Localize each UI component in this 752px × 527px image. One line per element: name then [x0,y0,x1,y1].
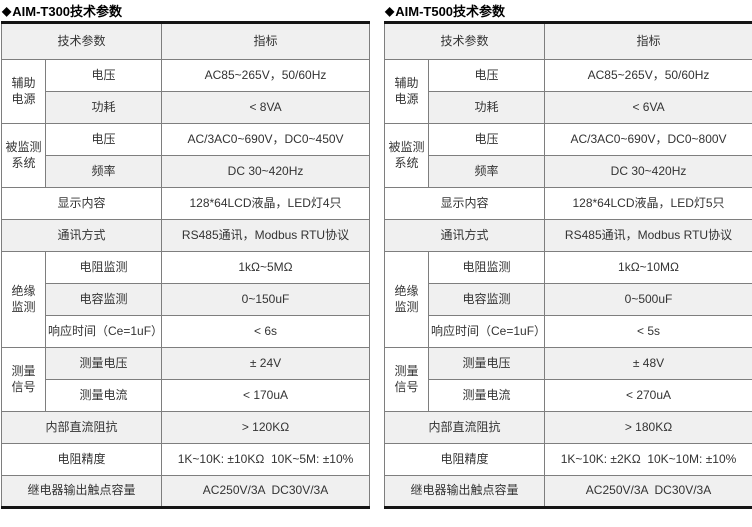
row-value: < 5s [544,315,752,348]
row-label: 电压 [427,59,546,92]
row-value: RS485通讯，Modbus RTU协议 [161,219,371,252]
row-label: 响应时间（Ce=1uF） [427,315,546,348]
row-value: DC 30~420Hz [161,155,371,188]
row-value: DC 30~420Hz [544,155,752,188]
row-value: AC85~265V，50/60Hz [544,59,752,92]
row-label-dc-resistance: 内部直流阻抗 [383,411,546,444]
row-value: < 6VA [544,91,752,124]
spec-table-t300: 技术参数 指标 辅助 电源 电压 AC85~265V，50/60Hz 功耗 < … [0,21,371,509]
row-label: 电阻监测 [44,251,163,284]
diamond-bullet-icon: ◆ [2,3,12,18]
row-value: < 170uA [161,379,371,412]
group-label-aux-power: 辅助 电源 [384,59,429,124]
col-header-value: 指标 [161,22,371,60]
row-label: 电压 [44,59,163,92]
group-label-measurement-signal: 测量 信号 [1,347,46,412]
col-header-value: 指标 [544,22,752,60]
row-value: AC250V/3A DC30V/3A [161,475,371,508]
row-label-dc-resistance: 内部直流阻抗 [0,411,163,444]
row-value: > 180KΩ [544,411,752,444]
row-label-display: 显示内容 [383,187,546,220]
row-value: AC85~265V，50/60Hz [161,59,371,92]
group-label-aux-power: 辅助 电源 [1,59,46,124]
row-label: 功耗 [44,91,163,124]
table-title-t300: ◆ AIM-T300技术参数 [1,0,369,21]
row-label-relay-output: 继电器输出触点容量 [383,475,546,508]
row-value: RS485通讯，Modbus RTU协议 [544,219,752,252]
row-label: 电阻监测 [427,251,546,284]
row-label: 频率 [427,155,546,188]
group-label-measurement-signal: 测量 信号 [384,347,429,412]
row-value: ± 24V [161,347,371,380]
row-label: 电压 [427,123,546,156]
group-label-monitored-system: 被监测 系统 [1,123,46,188]
row-label-display: 显示内容 [0,187,163,220]
row-label: 电压 [44,123,163,156]
row-value: 1K~10K: ±10KΩ 10K~5M: ±10% [161,443,371,476]
row-value: 0~150uF [161,283,371,316]
table-title-text: AIM-T300技术参数 [12,4,123,19]
row-label: 测量电压 [44,347,163,380]
row-value: AC250V/3A DC30V/3A [544,475,752,508]
row-label-resistance-accuracy: 电阻精度 [0,443,163,476]
row-value: 0~500uF [544,283,752,316]
panel-aim-t500: ◆ AIM-T500技术参数 技术参数 指标 辅助 电源 电压 AC85~265… [383,0,752,509]
row-label: 功耗 [427,91,546,124]
row-label: 电容监测 [44,283,163,316]
row-label: 频率 [44,155,163,188]
row-value: > 120KΩ [161,411,371,444]
row-label-communication: 通讯方式 [383,219,546,252]
row-value: AC/3AC0~690V，DC0~450V [161,123,371,156]
row-label: 测量电流 [44,379,163,412]
row-value: < 8VA [161,91,371,124]
col-header-param: 技术参数 [383,22,546,60]
row-value: 1kΩ~10MΩ [544,251,752,284]
spec-table-t500: 技术参数 指标 辅助 电源 电压 AC85~265V，50/60Hz 功耗 < … [383,21,752,509]
datasheet-page: ◆ AIM-T300技术参数 技术参数 指标 辅助 电源 电压 AC85~265… [0,0,752,509]
row-value: AC/3AC0~690V，DC0~800V [544,123,752,156]
row-label: 测量电流 [427,379,546,412]
row-label-relay-output: 继电器输出触点容量 [0,475,163,508]
row-value: < 270uA [544,379,752,412]
diamond-bullet-icon: ◆ [385,3,395,18]
panel-aim-t300: ◆ AIM-T300技术参数 技术参数 指标 辅助 电源 电压 AC85~265… [0,0,371,509]
row-value: < 6s [161,315,371,348]
row-label-resistance-accuracy: 电阻精度 [383,443,546,476]
row-value: 128*64LCD液晶，LED灯4只 [161,187,371,220]
group-label-insulation: 绝缘 监测 [1,251,46,348]
row-label: 电容监测 [427,283,546,316]
group-label-insulation: 绝缘 监测 [384,251,429,348]
row-label: 测量电压 [427,347,546,380]
row-value: ± 48V [544,347,752,380]
row-label: 响应时间（Ce=1uF） [44,315,163,348]
row-value: 1kΩ~5MΩ [161,251,371,284]
table-title-text: AIM-T500技术参数 [395,4,506,19]
row-value: 1K~10K: ±2KΩ 10K~10M: ±10% [544,443,752,476]
row-label-communication: 通讯方式 [0,219,163,252]
col-header-param: 技术参数 [0,22,163,60]
group-label-monitored-system: 被监测 系统 [384,123,429,188]
row-value: 128*64LCD液晶，LED灯5只 [544,187,752,220]
table-title-t500: ◆ AIM-T500技术参数 [384,0,752,21]
